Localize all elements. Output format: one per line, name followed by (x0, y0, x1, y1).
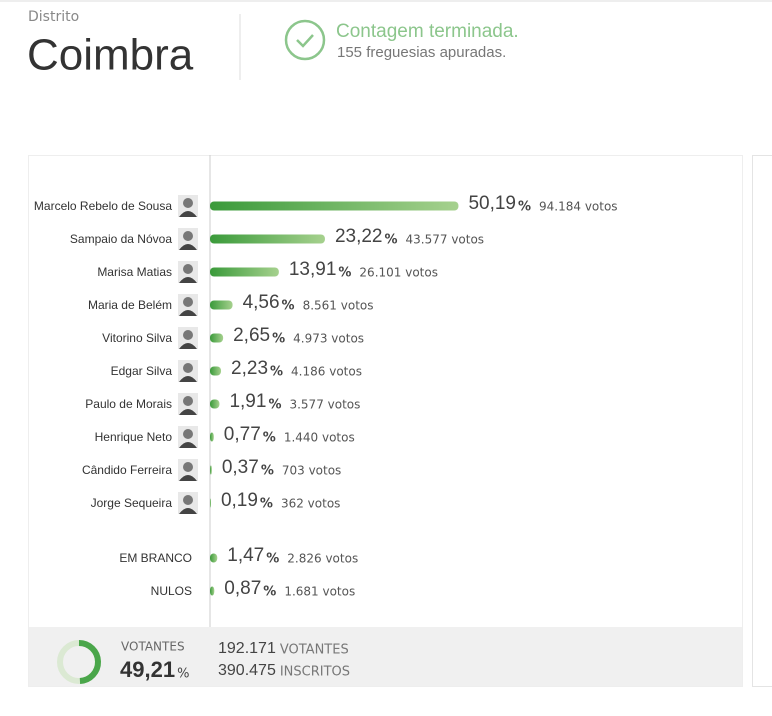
percent-unit: % (261, 464, 274, 479)
photo-head (183, 429, 193, 439)
photo-body (179, 310, 197, 316)
percent-value: 0,37 (222, 457, 259, 478)
result-bar (210, 465, 212, 475)
vote-count: 26.101 votos (359, 266, 438, 280)
results-panel (28, 155, 743, 687)
percent-value: 2,23 (231, 358, 268, 379)
percent-value: 13,91 (289, 259, 337, 280)
percent-value: 1,91 (229, 391, 266, 412)
percent-value: 2,65 (233, 325, 270, 346)
check-mark (296, 34, 314, 48)
photo-head (183, 330, 193, 340)
result-bar (210, 432, 214, 442)
vote-count: 4.186 votos (291, 365, 362, 379)
percent-value: 50,19 (468, 193, 516, 214)
turnout-footer (29, 627, 742, 686)
turnout-label: VOTANTES (121, 640, 185, 654)
photo-body (179, 409, 197, 415)
photo-body (179, 508, 197, 514)
candidate-name: EM BRANCO (119, 551, 192, 565)
status-subtitle: 155 freguesias apuradas. (337, 44, 506, 61)
turnout-unit: % (177, 667, 189, 682)
vote-count: 703 votos (282, 464, 341, 478)
vote-count: 2.826 votos (287, 552, 358, 566)
candidate-name: Paulo de Morais (85, 397, 172, 411)
result-bar (210, 553, 218, 563)
photo-head (183, 363, 193, 373)
vote-count: 1.681 votos (284, 585, 355, 599)
candidate-name: NULOS (151, 584, 192, 598)
district-title: Coimbra (27, 31, 194, 80)
turnout-count: 192.171 (218, 640, 276, 657)
vote-count: 43.577 votos (406, 233, 485, 247)
photo-body (179, 211, 197, 217)
percent-value: 23,22 (335, 226, 383, 247)
next-panel (752, 155, 772, 687)
candidate-name: Marcelo Rebelo de Sousa (34, 199, 172, 213)
vote-count: 4.973 votos (293, 332, 364, 346)
candidate-name: Jorge Sequeira (91, 496, 173, 510)
candidate-name: Edgar Silva (111, 364, 173, 378)
percent-unit: % (272, 332, 285, 347)
candidate-name: Maria de Belém (88, 298, 172, 312)
photo-head (183, 198, 193, 208)
turnout-count: 390.475 (218, 662, 276, 679)
candidate-name: Vitorino Silva (102, 331, 172, 345)
photo-head (183, 495, 193, 505)
candidate-name: Henrique Neto (95, 430, 173, 444)
turnout-arc (78, 640, 101, 684)
result-bar (210, 586, 215, 596)
result-bar (210, 498, 211, 508)
district-label: Distrito (28, 9, 79, 25)
turnout-percent: 49,21 (120, 657, 175, 682)
photo-body (179, 277, 197, 283)
vote-count: 94.184 votos (539, 200, 618, 214)
photo-head (183, 396, 193, 406)
result-bar (210, 333, 224, 343)
percent-value: 0,19 (221, 490, 258, 511)
percent-value: 0,77 (224, 424, 261, 445)
photo-body (179, 442, 197, 448)
result-bar (210, 366, 222, 376)
percent-value: 4,56 (243, 292, 280, 313)
percent-unit: % (338, 266, 351, 281)
percent-unit: % (263, 585, 276, 600)
vote-count: 1.440 votos (284, 431, 355, 445)
percent-unit: % (270, 365, 283, 380)
percent-unit: % (518, 200, 531, 215)
candidate-name: Marisa Matias (97, 265, 172, 279)
vote-count: 8.561 votos (303, 299, 374, 313)
percent-unit: % (268, 398, 281, 413)
turnout-count-label: INSCRITOS (280, 665, 350, 680)
photo-body (179, 376, 197, 382)
percent-unit: % (263, 431, 276, 446)
status-title: Contagem terminada. (336, 21, 519, 42)
candidate-name: Cândido Ferreira (82, 463, 172, 477)
check-icon (284, 19, 326, 61)
result-bar (210, 399, 220, 409)
percent-unit: % (266, 552, 279, 567)
photo-body (179, 343, 197, 349)
percent-value: 0,87 (224, 578, 261, 599)
vote-count: 3.577 votos (289, 398, 360, 412)
photo-head (183, 297, 193, 307)
photo-body (179, 475, 197, 481)
vote-count: 362 votos (281, 497, 340, 511)
photo-head (183, 264, 193, 274)
turnout-count-label: VOTANTES (280, 643, 349, 658)
candidate-name: Sampaio da Nóvoa (70, 232, 172, 246)
result-bar (210, 300, 233, 310)
result-bar (210, 234, 325, 244)
result-bar (210, 267, 279, 277)
percent-unit: % (282, 299, 295, 314)
percent-value: 1,47 (227, 545, 264, 566)
percent-unit: % (260, 497, 273, 512)
percent-unit: % (384, 233, 397, 248)
photo-head (183, 231, 193, 241)
photo-head (183, 462, 193, 472)
result-bar (210, 201, 459, 211)
photo-body (179, 244, 197, 250)
